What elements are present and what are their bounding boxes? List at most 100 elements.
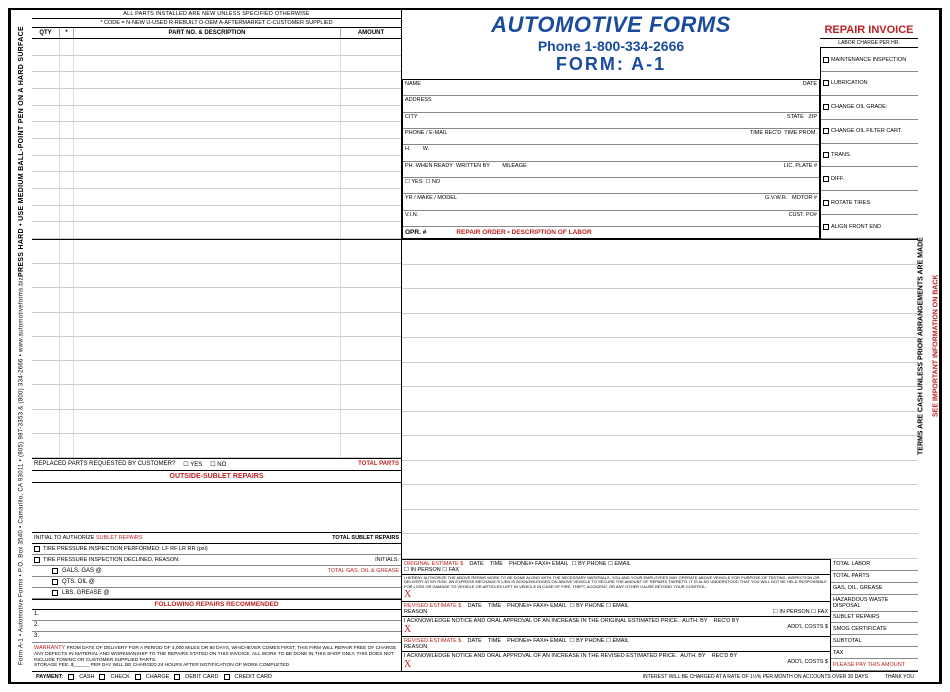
check-oil-grade[interactable]: CHANGE OIL GRADE: [821,96,918,120]
check-rotate[interactable]: ROTATE TIRES [821,191,918,215]
city-row[interactable]: CITYSTATE ZIP [403,113,819,129]
labor-row[interactable] [402,510,918,535]
labor-row[interactable] [402,289,918,314]
warranty-block: WARRANTY FROM DATE OF DELIVERY FOR A PER… [32,643,401,671]
check-checkbox[interactable] [99,674,105,680]
col-code: * [60,28,74,38]
gas-row[interactable]: GALS. GAS @TOTAL GAS, OIL & GREASE [32,566,401,577]
total-labor: TOTAL LABOR [831,559,918,571]
labor-row[interactable] [402,265,918,290]
header-area: AUTOMOTIVE FORMS Phone 1-800-334-2666 FO… [402,10,918,239]
col-desc: PART NO. & DESCRIPTION [74,28,341,38]
auth-sublet-row[interactable]: INITIAL TO AUTHORIZE SUBLET REPAIRSTOTAL… [32,533,401,544]
parts-row[interactable] [32,222,401,239]
totals-column: TOTAL LABOR TOTAL PARTS GAS, OIL, GREASE… [830,559,918,671]
parts-row[interactable] [32,89,401,106]
code-header: ALL PARTS INSTALLED ARE NEW UNLESS SPECI… [32,10,401,19]
col-qty: QTY [32,28,60,38]
revised-estimate-row[interactable]: REVISED ESTIMATE $ DATE TIME PHONE#• FAX… [402,601,830,616]
parts-row[interactable] [32,206,401,223]
parts-row[interactable] [32,337,401,361]
revised2-row[interactable]: REVISED ESTIMATE $ DATE TIME PHONE#• FAX… [402,636,830,651]
rec-row[interactable]: 3. [32,632,401,643]
original-estimate-row[interactable]: ORIGINAL ESTIMATE $ DATE TIME PHONE#• FA… [402,559,830,574]
check-oil-filter[interactable]: CHANGE OIL FILTER CART. [821,120,918,144]
labor-row[interactable] [402,363,918,388]
labor-row[interactable] [402,461,918,486]
header-center: AUTOMOTIVE FORMS Phone 1-800-334-2666 FO… [402,10,820,239]
sublet-area[interactable] [32,483,401,533]
col-amount: AMOUNT [341,28,401,38]
press-hard: PRESS HARD • USE MEDIUM BALL-POINT PEN O… [18,27,25,278]
oil-row[interactable]: QTS. OIL @ [32,577,401,588]
hw-row[interactable]: H. W. [403,145,819,161]
right-column: REPAIR INVOICE LABOR CHARGE PER HR. MAIN… [820,10,918,239]
parts-row[interactable] [32,39,401,56]
parts-row[interactable] [32,189,401,206]
terms-text: TERMS ARE CASH UNLESS PRIOR ARRANGEMENTS… [918,237,925,455]
parts-row[interactable] [32,172,401,189]
check-align[interactable]: ALIGN FRONT END [821,215,918,239]
parts-table-head: QTY * PART NO. & DESCRIPTION AMOUNT [32,28,401,39]
check-diff[interactable]: DIFF. [821,167,918,191]
total-gog: GAS, OIL, GREASE [831,583,918,595]
see-back: SEE IMPORTANT INFORMATION ON BACK [933,275,940,417]
parts-row[interactable] [32,264,401,288]
parts-row[interactable] [32,361,401,385]
parts-row[interactable] [32,385,401,409]
tire-performed-row[interactable]: TIRE PRESSURE INSPECTION PERFORMED: LF R… [32,544,401,555]
labor-row[interactable] [402,412,918,437]
parts-row[interactable] [32,410,401,434]
parts-row[interactable] [32,72,401,89]
interest-note: INTEREST WILL BE CHARGED AT A RATE OF 1½… [643,674,868,680]
pay-amount: PLEASE PAY THIS AMOUNT [831,659,918,671]
phone-row[interactable]: PHONE / E-MAILTIME REC'D TIME PROM. [403,129,819,145]
cash-checkbox[interactable] [68,674,74,680]
parts-row[interactable] [32,139,401,156]
labor-row[interactable] [402,436,918,461]
ready-row[interactable]: PH. WHEN READY WRITTEN BY MILEAGELIC. PL… [403,162,819,178]
sidebar-meta: Form A-1 • Automotive Forms • P.O. Box 3… [19,277,25,665]
name-row[interactable]: NAMEDATE [403,80,819,96]
credit-checkbox[interactable] [224,674,230,680]
charge-checkbox[interactable] [135,674,141,680]
check-lubrication[interactable]: LUBRICATION [821,72,918,96]
total-haz: HAZARDOUS WASTE DISPOSAL [831,595,918,612]
parts-row[interactable] [32,106,401,123]
debit-checkbox[interactable] [174,674,180,680]
check-trans[interactable]: TRANS. [821,144,918,168]
parts-row[interactable] [32,288,401,312]
parts-row[interactable] [32,56,401,73]
customer-box: NAMEDATE ADDRESS CITYSTATE ZIP PHONE / E… [402,79,820,239]
parts-row[interactable] [32,240,401,264]
tire-declined-row[interactable]: TIRE PRESSURE INSPECTION DECLINED, REASO… [32,555,401,566]
payment-label: PAYMENT: [36,674,63,680]
yesno-row[interactable]: ☐ YES ☐ NO [403,178,819,194]
vehicle-row[interactable]: YR / MAKE / MODELG.V.W.R. MOTOR # [403,194,819,210]
labor-row[interactable] [402,240,918,265]
labor-row[interactable] [402,314,918,339]
parts-row[interactable] [32,156,401,173]
labor-row[interactable] [402,485,918,510]
labor-row[interactable] [402,387,918,412]
labor-row[interactable] [402,534,918,559]
parts-continued [32,240,401,458]
parts-row[interactable] [32,434,401,458]
parts-rows [32,39,401,239]
check-maintenance[interactable]: MAINTENANCE INSPECTION [821,48,918,72]
ack1-row[interactable]: I ACKNOWLEDGE NOTICE AND ORAL APPROVAL O… [402,616,830,636]
labor-row[interactable] [402,338,918,363]
labor-description [402,240,918,559]
title-block: AUTOMOTIVE FORMS Phone 1-800-334-2666 FO… [402,10,820,79]
address-row[interactable]: ADDRESS [403,96,819,112]
grease-row[interactable]: LBS. GREASE @ [32,588,401,599]
mid-left: REPLACED PARTS REQUESTED BY CUSTOMER? ☐ … [32,240,402,671]
rec-row[interactable]: 1. [32,610,401,621]
parts-row[interactable] [32,313,401,337]
ack2-row[interactable]: I ACKNOWLEDGE NOTICE AND ORAL APPROVAL O… [402,651,830,671]
top-section: ALL PARTS INSTALLED ARE NEW UNLESS SPECI… [32,10,918,240]
vin-row[interactable]: V.I.N.CUST. PO# [403,211,819,227]
rec-row[interactable]: 2. [32,621,401,632]
parts-row[interactable] [32,122,401,139]
replaced-parts-row[interactable]: REPLACED PARTS REQUESTED BY CUSTOMER? ☐ … [32,458,401,471]
